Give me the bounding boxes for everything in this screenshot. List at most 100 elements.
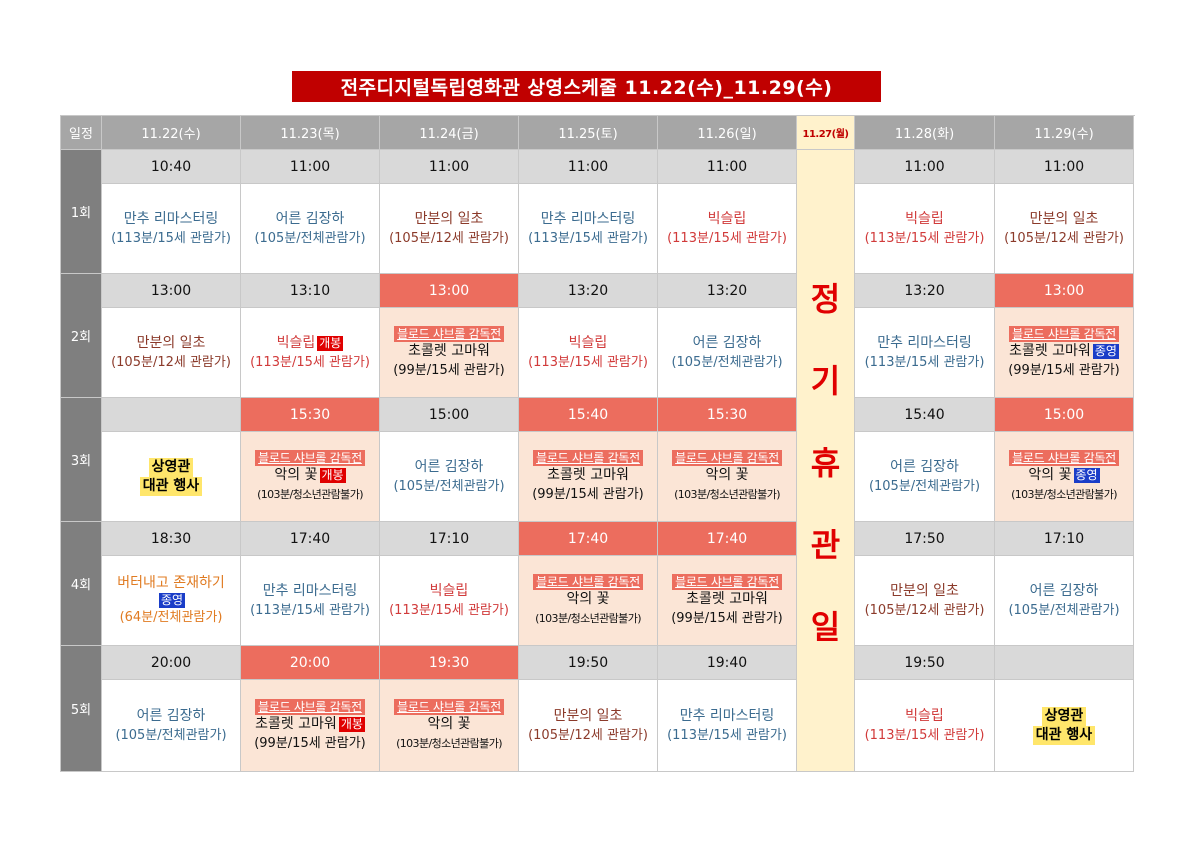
special-program-banner: 블로드 샤브롤 감독전: [533, 449, 643, 466]
movie-info: (113분/15세 관람가): [528, 230, 648, 246]
movie-info: (105분/전체관람가): [868, 478, 981, 494]
showtime-cell: 13:20: [519, 274, 658, 308]
movie-title: 어른 김장하: [136, 707, 206, 724]
premiere-badge: 개봉: [338, 716, 365, 732]
movie-title: 어른 김장하: [1029, 582, 1099, 599]
movie-title: 빅슬립: [905, 707, 944, 724]
showtime-cell: 15:30: [658, 398, 797, 432]
showtime-cell: 11:00: [855, 150, 995, 184]
movie-title: 어른 김장하: [275, 210, 345, 227]
movie-title: 만분의 일초: [553, 707, 623, 724]
movie-info: (105분/전체관람가): [393, 478, 505, 494]
premiere-badge: 개봉: [319, 467, 346, 483]
movie-cell: 블로드 샤브롤 감독전 초콜렛 고마워 개봉 (99분/15세 관람가): [241, 680, 380, 772]
movie-title: 악의 꽃: [566, 590, 610, 607]
movie-title: 빅슬립: [905, 210, 944, 227]
day-header: 11.25(토): [519, 116, 658, 150]
movie-info: (105분/12세 관람가): [528, 727, 648, 743]
venue-rental-label: 대관 행사: [139, 476, 203, 496]
movie-title-line: 어른 김장하: [415, 458, 484, 477]
movie-cell: 만추 리마스터링 (113분/15세 관람가): [241, 556, 380, 646]
day-header: 11.26(일): [658, 116, 797, 150]
movie-title-line: 만분의 일초: [1030, 210, 1099, 229]
special-program-banner: 블로드 샤브롤 감독전: [1009, 449, 1119, 466]
showtime-cell: 11:00: [380, 150, 519, 184]
showtime-cell: 20:00: [102, 646, 241, 680]
movie-info: (113분/15세 관람가): [864, 727, 985, 743]
movie-title-line: 만분의 일초: [137, 334, 206, 353]
special-program-banner: 블로드 샤브롤 감독전: [533, 573, 643, 590]
showtime-cell: 19:30: [380, 646, 519, 680]
page-title: 전주디지털독립영화관 상영스케줄 11.22(수)_11.29(수): [292, 71, 881, 102]
movie-info: (105분/12세 관람가): [1004, 230, 1124, 246]
showtime-cell: 19:50: [519, 646, 658, 680]
showtime-cell: 19:50: [855, 646, 995, 680]
movie-cell: 만분의 일초 (105분/12세 관람가): [102, 308, 241, 398]
movie-title-line: 초콜렛 고마워 개봉: [255, 715, 365, 734]
movie-cell: 만분의 일초 (105분/12세 관람가): [380, 184, 519, 274]
final-screening-badge: 종영: [1092, 343, 1119, 359]
movie-info: (99분/15세 관람가): [254, 735, 366, 751]
movie-cell: 블로드 샤브롤 감독전 초콜렛 고마워 (99분/15세 관람가): [380, 308, 519, 398]
movie-info: (113분/15세 관람가): [528, 354, 648, 370]
movie-title-line: 초콜렛 고마워: [547, 466, 629, 485]
showtime-cell: 13:10: [241, 274, 380, 308]
movie-title: 초콜렛 고마워: [547, 466, 629, 483]
movie-title: 만추 리마스터링: [262, 582, 358, 599]
movie-cell: 블로드 샤브롤 감독전 초콜렛 고마워 (99분/15세 관람가): [519, 432, 658, 522]
movie-cell: 만추 리마스터링 (113분/15세 관람가): [855, 308, 995, 398]
movie-cell: 어른 김장하 (105분/전체관람가): [380, 432, 519, 522]
showtime-cell: 15:00: [380, 398, 519, 432]
movie-title: 초콜렛 고마워: [686, 590, 768, 607]
movie-title: 악의 꽃: [1028, 466, 1072, 483]
showtime-cell: 13:00: [102, 274, 241, 308]
movie-info: (103분/청소년관람불가): [1011, 487, 1117, 501]
final-screening-badge: 종영: [1073, 467, 1100, 483]
showtime-cell: 20:00: [241, 646, 380, 680]
movie-info: (113분/15세 관람가): [250, 602, 370, 618]
movie-cell: 블로드 샤브롤 감독전 초콜렛 고마워 (99분/15세 관람가): [658, 556, 797, 646]
movie-title: 만분의 일초: [1029, 210, 1099, 227]
movie-info: (105분/12세 관람가): [389, 230, 509, 246]
movie-title: 빅슬립: [568, 334, 608, 351]
movie-title: 만분의 일초: [890, 582, 959, 599]
schedule-table: 일정 11.22(수) 11.23(목) 11.24(금) 11.25(토) 1…: [60, 115, 1135, 772]
movie-cell: 어른 김장하 (105분/전체관람가): [855, 432, 995, 522]
movie-cell: 어른 김장하 (105분/전체관람가): [102, 680, 241, 772]
showtime-cell: 17:10: [380, 522, 519, 556]
movie-title: 만추 리마스터링: [679, 707, 775, 724]
movie-title: 어른 김장하: [890, 458, 959, 475]
movie-title-line: 빅슬립: [430, 582, 469, 601]
showtime-cell: 15:40: [855, 398, 995, 432]
movie-title: 어른 김장하: [414, 458, 484, 475]
movie-cell: 만추 리마스터링 (113분/15세 관람가): [519, 184, 658, 274]
venue-rental-label: 상영관: [1041, 706, 1087, 726]
closure-char: 관: [810, 525, 841, 564]
day-header: 11.23(목): [241, 116, 380, 150]
movie-info: (105분/12세 관람가): [111, 354, 231, 370]
premiere-badge: 개봉: [317, 335, 344, 351]
showtime-cell: 17:10: [995, 522, 1134, 556]
special-program-banner: 블로드 샤브롤 감독전: [394, 325, 504, 342]
showtime-cell: 10:40: [102, 150, 241, 184]
movie-info: (105분/12세 관람가): [864, 602, 985, 618]
special-program-banner: 블로드 샤브롤 감독전: [1009, 325, 1119, 342]
movie-title: 빅슬립: [276, 334, 316, 351]
movie-title-line: 만추 리마스터링: [124, 210, 219, 229]
final-screening-badge: 종영: [158, 593, 186, 608]
day-header: 11.28(화): [855, 116, 995, 150]
movie-info: (99분/15세 관람가): [532, 486, 644, 502]
movie-info: (99분/15세 관람가): [393, 362, 505, 378]
movie-info: (113분/15세 관람가): [389, 602, 509, 618]
venue-rental-label: 대관 행사: [1032, 725, 1096, 745]
movie-title: 초콜렛 고마워: [1009, 342, 1091, 359]
movie-title-line: 빅슬립 개봉: [277, 334, 344, 353]
movie-cell: 만추 리마스터링 (113분/15세 관람가): [102, 184, 241, 274]
movie-info: (99분/15세 관람가): [671, 610, 783, 626]
day-header: 11.29(수): [995, 116, 1134, 150]
movie-info: (113분/15세 관람가): [864, 230, 985, 246]
showtime-cell: 13:20: [855, 274, 995, 308]
movie-title: 어른 김장하: [692, 334, 762, 351]
movie-info: (113분/15세 관람가): [250, 354, 370, 370]
movie-title-line: 어른 김장하: [137, 707, 206, 726]
